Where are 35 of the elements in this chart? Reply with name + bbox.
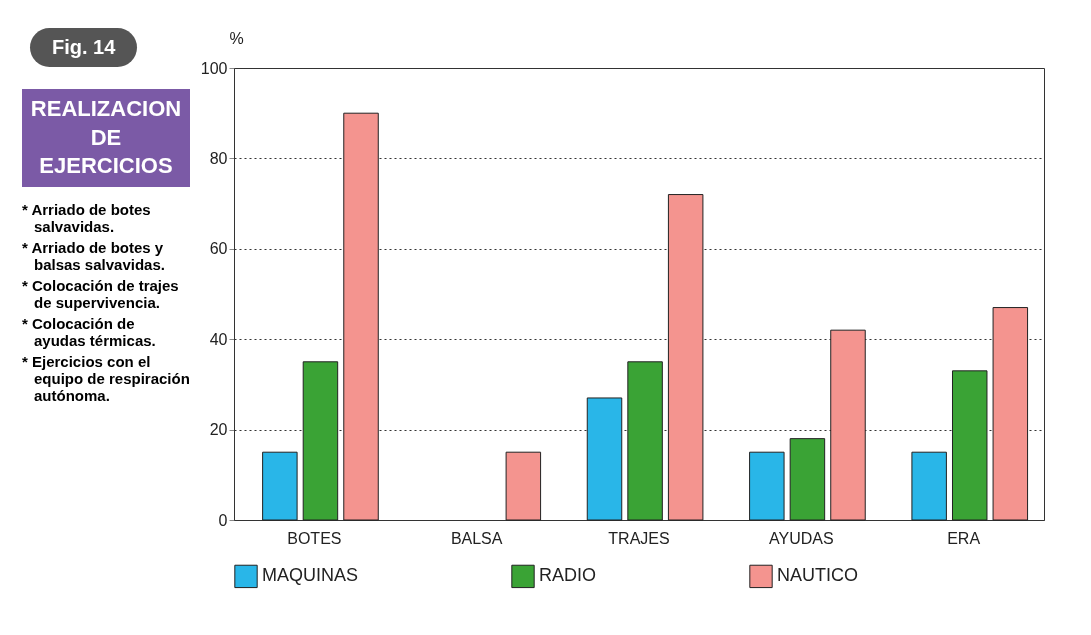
y-tick-label: 0: [218, 511, 228, 529]
text: * Arriado de botes salvavidas.: [22, 200, 152, 235]
bar: [302, 361, 339, 521]
bar: [749, 451, 785, 521]
text: * Ejercicios con el equipo de respiración autónoma.: [22, 352, 190, 404]
bar: [627, 361, 663, 521]
bar: [667, 194, 704, 521]
text: * Colocación de ayudas térmicas.: [22, 314, 157, 349]
y-tick-label: 60: [209, 240, 228, 258]
y-axis-title: %: [229, 29, 244, 47]
bar: [505, 451, 542, 521]
x-tick-label: BALSA: [450, 529, 503, 547]
y-tick-label: 80: [209, 149, 228, 167]
bar: [586, 397, 623, 521]
y-tick-label: 40: [209, 330, 228, 348]
bar: [789, 438, 826, 521]
text: * Colocación de trajes de supervivencia.: [22, 276, 180, 311]
caption: Fig. 14: [30, 28, 138, 67]
legend-label: MAQUINAS: [262, 565, 359, 586]
y-tick-label: 20: [209, 421, 228, 439]
bar: [992, 307, 1029, 521]
x-tick-label: BOTES: [287, 529, 342, 547]
x-tick-label: ERA: [947, 529, 981, 547]
text: * Arriado de botes y balsas salvavidas.: [22, 238, 166, 273]
y-tick-label: 100: [200, 59, 228, 77]
text: REALIZACION DE EJERCICIOS: [22, 89, 190, 187]
bar: [830, 329, 866, 521]
bar: [911, 451, 947, 521]
bar: [951, 370, 988, 521]
legend-label: NAUTICO: [777, 565, 858, 586]
x-tick-label: TRAJES: [608, 529, 670, 547]
bar: [343, 112, 379, 521]
x-tick-label: AYUDAS: [769, 529, 834, 547]
bar: [262, 451, 298, 521]
legend-label: RADIO: [539, 565, 597, 586]
